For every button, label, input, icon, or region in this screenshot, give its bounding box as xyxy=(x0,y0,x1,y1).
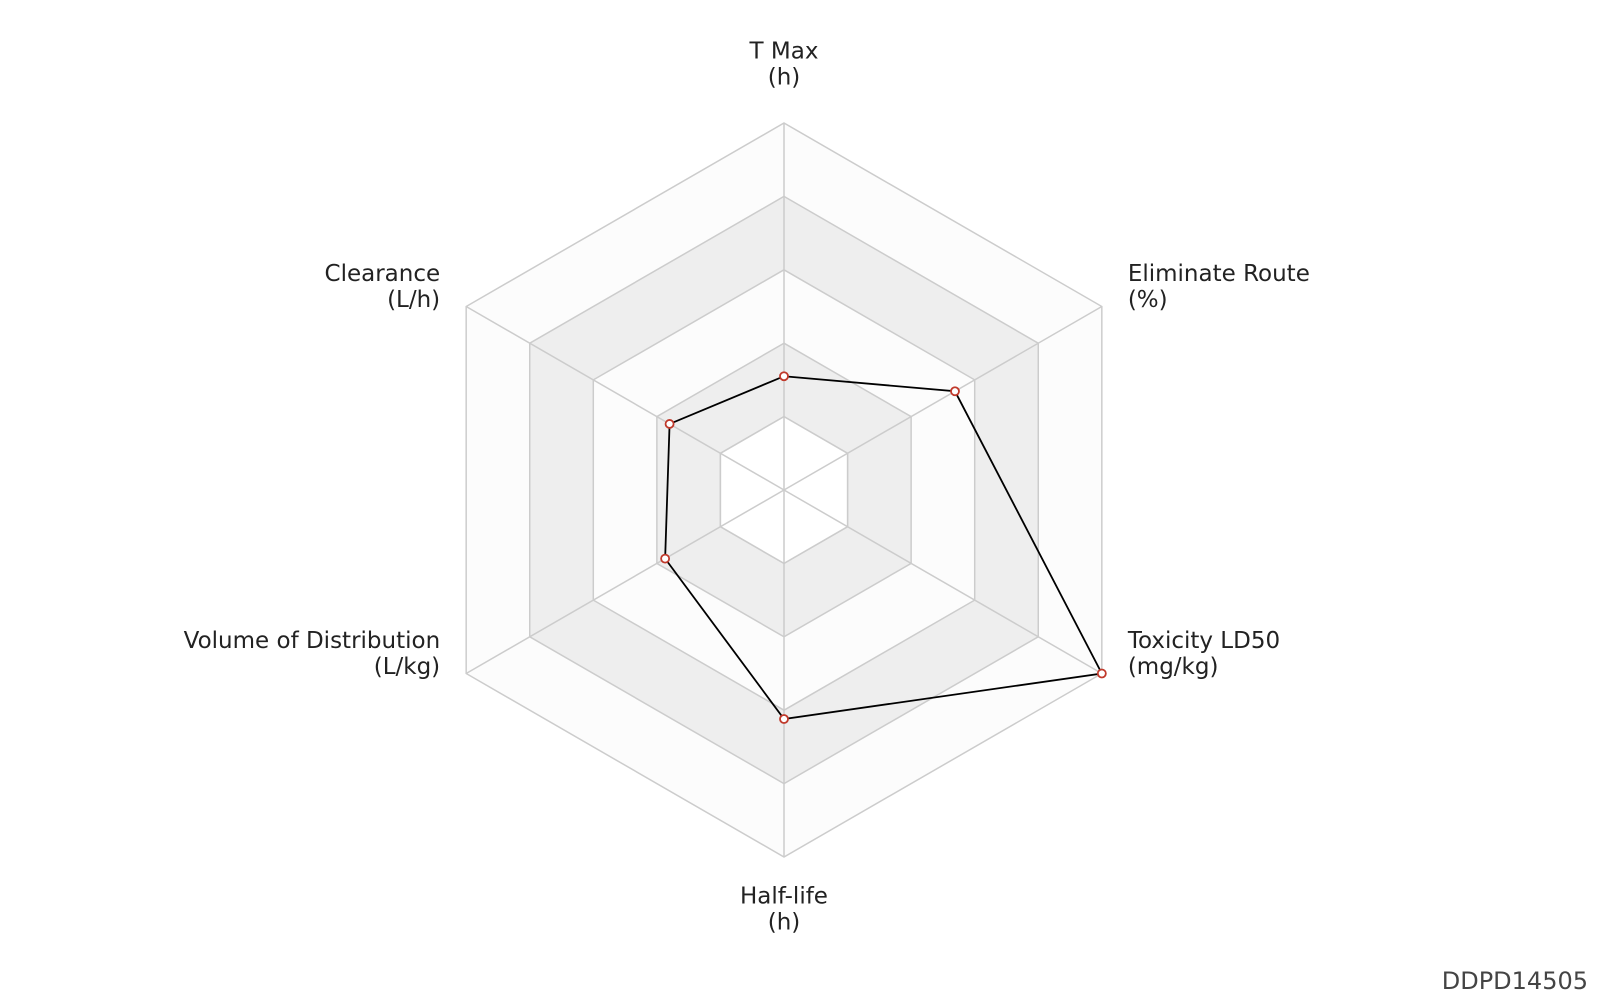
axis-spoke xyxy=(465,305,785,491)
axis-spoke xyxy=(465,489,785,675)
data-point xyxy=(660,553,671,564)
axis-unit: (h) xyxy=(768,65,801,91)
data-point xyxy=(1096,668,1107,679)
axis-label: Volume of Distribution xyxy=(184,628,441,654)
axis-label: Toxicity LD50 xyxy=(1127,628,1280,654)
axis-label: Half-life xyxy=(740,884,828,910)
axis-spoke xyxy=(783,305,1103,491)
axis-label: T Max xyxy=(749,39,819,65)
axis-label: Eliminate Route xyxy=(1128,261,1310,287)
watermark: DDPD14505 xyxy=(1442,967,1588,995)
axis-unit: (L/h) xyxy=(387,287,440,313)
data-point xyxy=(950,386,960,397)
axis-spoke xyxy=(783,489,1103,675)
axis-unit: (L/kg) xyxy=(374,654,440,680)
data-point xyxy=(779,714,789,724)
axis-unit: (mg/kg) xyxy=(1128,654,1219,680)
data-point xyxy=(664,419,675,429)
axis-label: Clearance xyxy=(325,261,441,287)
data-point xyxy=(779,371,789,382)
axis-unit: (h) xyxy=(768,910,801,936)
axis-unit: (%) xyxy=(1128,287,1168,313)
